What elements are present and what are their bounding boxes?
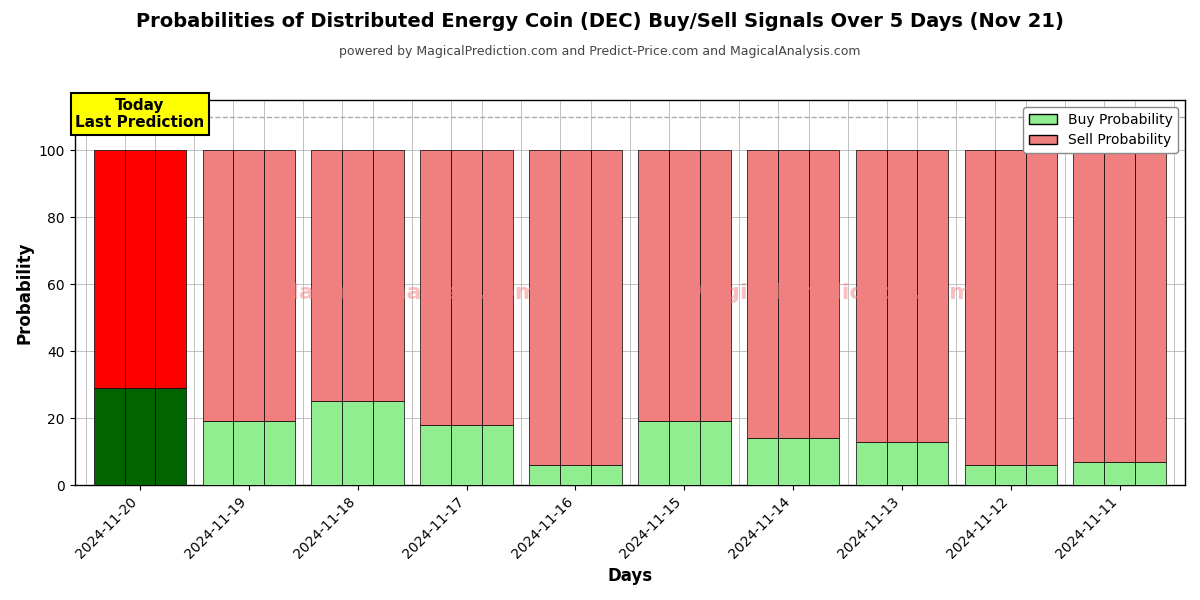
Bar <box>312 150 342 401</box>
Y-axis label: Probability: Probability <box>16 241 34 344</box>
Bar <box>638 421 668 485</box>
Bar <box>155 388 186 485</box>
Legend: Buy Probability, Sell Probability: Buy Probability, Sell Probability <box>1024 107 1178 153</box>
Bar <box>887 442 917 485</box>
Bar <box>373 150 404 401</box>
Bar <box>996 150 1026 465</box>
Bar <box>125 150 155 388</box>
Bar <box>420 425 451 485</box>
Bar <box>700 421 731 485</box>
Bar <box>482 150 512 425</box>
Bar <box>451 150 482 425</box>
Bar <box>996 465 1026 485</box>
Bar <box>203 421 234 485</box>
Text: MagicalPrediction.com: MagicalPrediction.com <box>688 283 972 302</box>
Bar <box>1074 150 1104 461</box>
Bar <box>94 388 125 485</box>
Bar <box>809 438 839 485</box>
Bar <box>342 401 373 485</box>
Bar <box>1104 461 1135 485</box>
Bar <box>1026 150 1057 465</box>
Bar <box>420 150 451 425</box>
Bar <box>451 425 482 485</box>
Text: Today
Last Prediction: Today Last Prediction <box>76 98 204 130</box>
X-axis label: Days: Days <box>607 567 653 585</box>
Text: MagicalAnalysis.com: MagicalAnalysis.com <box>277 283 539 302</box>
Bar <box>1026 465 1057 485</box>
Bar <box>638 150 668 421</box>
Bar <box>809 150 839 438</box>
Bar <box>700 150 731 421</box>
Bar <box>746 438 778 485</box>
Bar <box>529 465 560 485</box>
Bar <box>590 150 622 465</box>
Text: Probabilities of Distributed Energy Coin (DEC) Buy/Sell Signals Over 5 Days (Nov: Probabilities of Distributed Energy Coin… <box>136 12 1064 31</box>
Bar <box>264 150 295 421</box>
Bar <box>1074 461 1104 485</box>
Bar <box>203 150 234 421</box>
Bar <box>560 465 590 485</box>
Bar <box>668 421 700 485</box>
Bar <box>887 150 917 442</box>
Bar <box>234 150 264 421</box>
Bar <box>856 442 887 485</box>
Bar <box>155 150 186 388</box>
Bar <box>373 401 404 485</box>
Bar <box>1135 150 1166 461</box>
Bar <box>312 401 342 485</box>
Bar <box>856 150 887 442</box>
Bar <box>1135 461 1166 485</box>
Bar <box>264 421 295 485</box>
Bar <box>590 465 622 485</box>
Bar <box>342 150 373 401</box>
Bar <box>234 421 264 485</box>
Bar <box>1104 150 1135 461</box>
Text: powered by MagicalPrediction.com and Predict-Price.com and MagicalAnalysis.com: powered by MagicalPrediction.com and Pre… <box>340 45 860 58</box>
Bar <box>917 150 948 442</box>
Bar <box>746 150 778 438</box>
Bar <box>482 425 512 485</box>
Bar <box>917 442 948 485</box>
Bar <box>778 438 809 485</box>
Bar <box>125 388 155 485</box>
Bar <box>94 150 125 388</box>
Bar <box>560 150 590 465</box>
Bar <box>965 150 996 465</box>
Bar <box>778 150 809 438</box>
Bar <box>529 150 560 465</box>
Bar <box>965 465 996 485</box>
Bar <box>668 150 700 421</box>
